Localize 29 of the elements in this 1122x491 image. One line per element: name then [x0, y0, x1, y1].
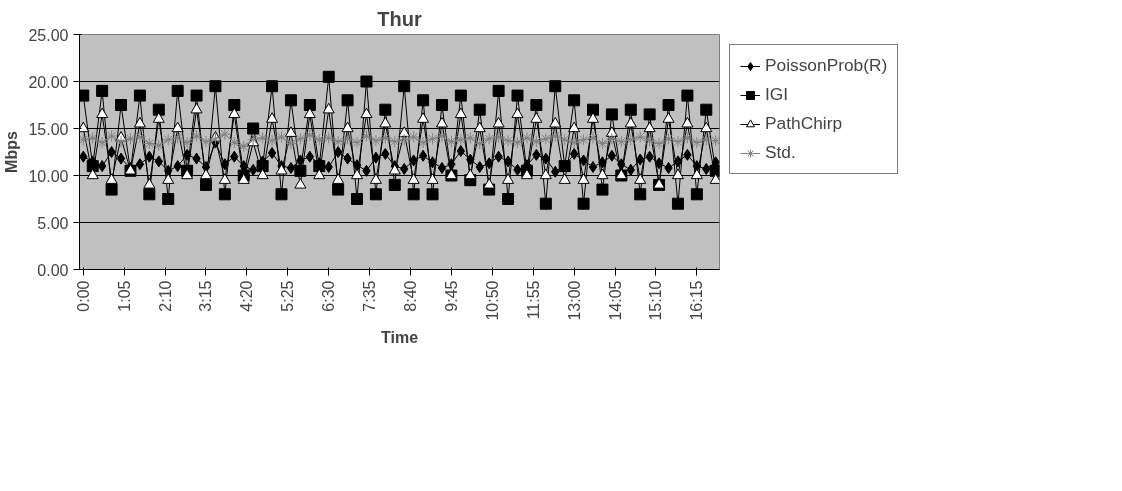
x-tick-label: 6:30 — [320, 280, 338, 312]
legend-label: PoissonProb(R) — [765, 55, 888, 76]
legend-label: Std. — [765, 142, 796, 163]
y-tick-label: 0.00 — [37, 261, 69, 279]
legend-label: PathChirp — [765, 113, 843, 134]
x-tick-label: 10:50 — [483, 280, 501, 321]
x-tick-label: 0:00 — [74, 280, 92, 312]
x-tick-label: 5:25 — [279, 280, 297, 312]
x-tick-label: 15:10 — [647, 280, 665, 321]
chart-title: Thur — [377, 7, 422, 30]
y-tick-label: 25.00 — [28, 26, 69, 44]
x-tick-label: 9:45 — [442, 280, 460, 312]
x-tick-label: 14:05 — [606, 280, 624, 321]
y-tick-label: 10.00 — [28, 167, 69, 185]
y-tick-label: 5.00 — [37, 214, 69, 232]
x-tick-label: 2:10 — [156, 280, 174, 312]
x-tick-label: 4:20 — [238, 280, 256, 312]
y-tick-label: 20.00 — [28, 73, 69, 91]
y-axis-title: Mbps — [3, 131, 21, 173]
x-tick-label: 16:15 — [688, 280, 706, 321]
x-tick-label: 8:40 — [402, 280, 420, 312]
x-tick-label: 3:15 — [197, 280, 215, 312]
x-tick-label: 13:00 — [565, 280, 583, 321]
legend-label: IGI — [765, 84, 789, 105]
x-tick-label: 7:35 — [361, 280, 379, 312]
x-tick-label: 11:55 — [524, 280, 542, 320]
x-axis-title: Time — [380, 328, 419, 346]
y-tick-label: 15.00 — [28, 120, 69, 138]
x-tick-label: 1:05 — [115, 280, 133, 312]
